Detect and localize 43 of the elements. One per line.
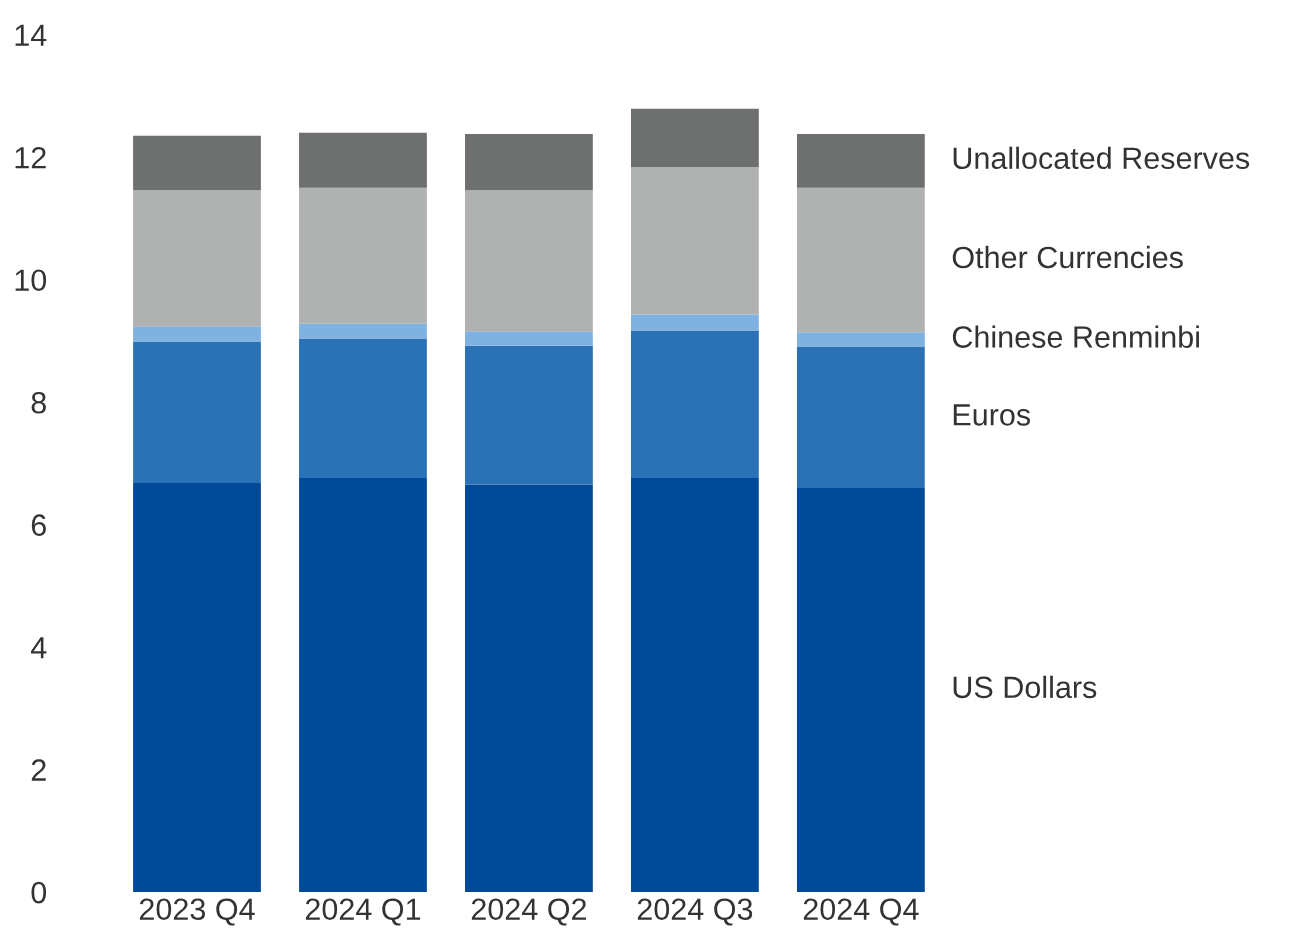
y-tick-label: 0 (31, 881, 47, 904)
y-tick-label: 8 (31, 391, 46, 414)
bar (631, 108, 759, 168)
x-tick-label: 2023 Q4 (139, 898, 255, 926)
x-tick-label: 2024 Q2 (471, 898, 587, 926)
bar (465, 345, 593, 485)
bar (299, 187, 427, 324)
y-tick-label: 14 (15, 24, 47, 46)
x-tick-label: 2024 Q3 (637, 898, 753, 926)
bar (631, 167, 759, 315)
bar (796, 187, 925, 333)
bar (796, 332, 925, 348)
y-tick-label: 2 (31, 759, 46, 781)
series-label: Other Currencies (952, 245, 1183, 269)
bar (631, 330, 759, 479)
bar (796, 133, 925, 188)
bar (133, 190, 261, 327)
bar (133, 341, 261, 483)
bar (299, 338, 427, 479)
bar (133, 482, 261, 893)
y-tick-label: 6 (31, 514, 46, 537)
bar (299, 478, 427, 893)
bar (631, 478, 759, 893)
series-label: Euros (953, 404, 1031, 426)
bar (299, 132, 427, 188)
series-label: Chinese Renminbi (952, 325, 1199, 348)
x-tick-label: 2024 Q1 (305, 898, 421, 926)
y-tick-label: 12 (15, 146, 46, 169)
bar (465, 190, 593, 332)
bar (631, 314, 759, 331)
bar (465, 133, 593, 191)
bar (465, 484, 593, 893)
y-tick-label: 10 (15, 269, 47, 292)
bar (465, 331, 593, 346)
bar (133, 326, 261, 342)
bar (299, 323, 427, 339)
bar (796, 347, 925, 488)
y-tick-label: 4 (30, 637, 47, 659)
series-label: Unallocated Reserves (953, 146, 1250, 170)
x-tick-label: 2024 Q4 (803, 898, 919, 926)
bar (133, 135, 261, 191)
bar (796, 487, 925, 893)
series-label: US Dollars (953, 675, 1097, 699)
